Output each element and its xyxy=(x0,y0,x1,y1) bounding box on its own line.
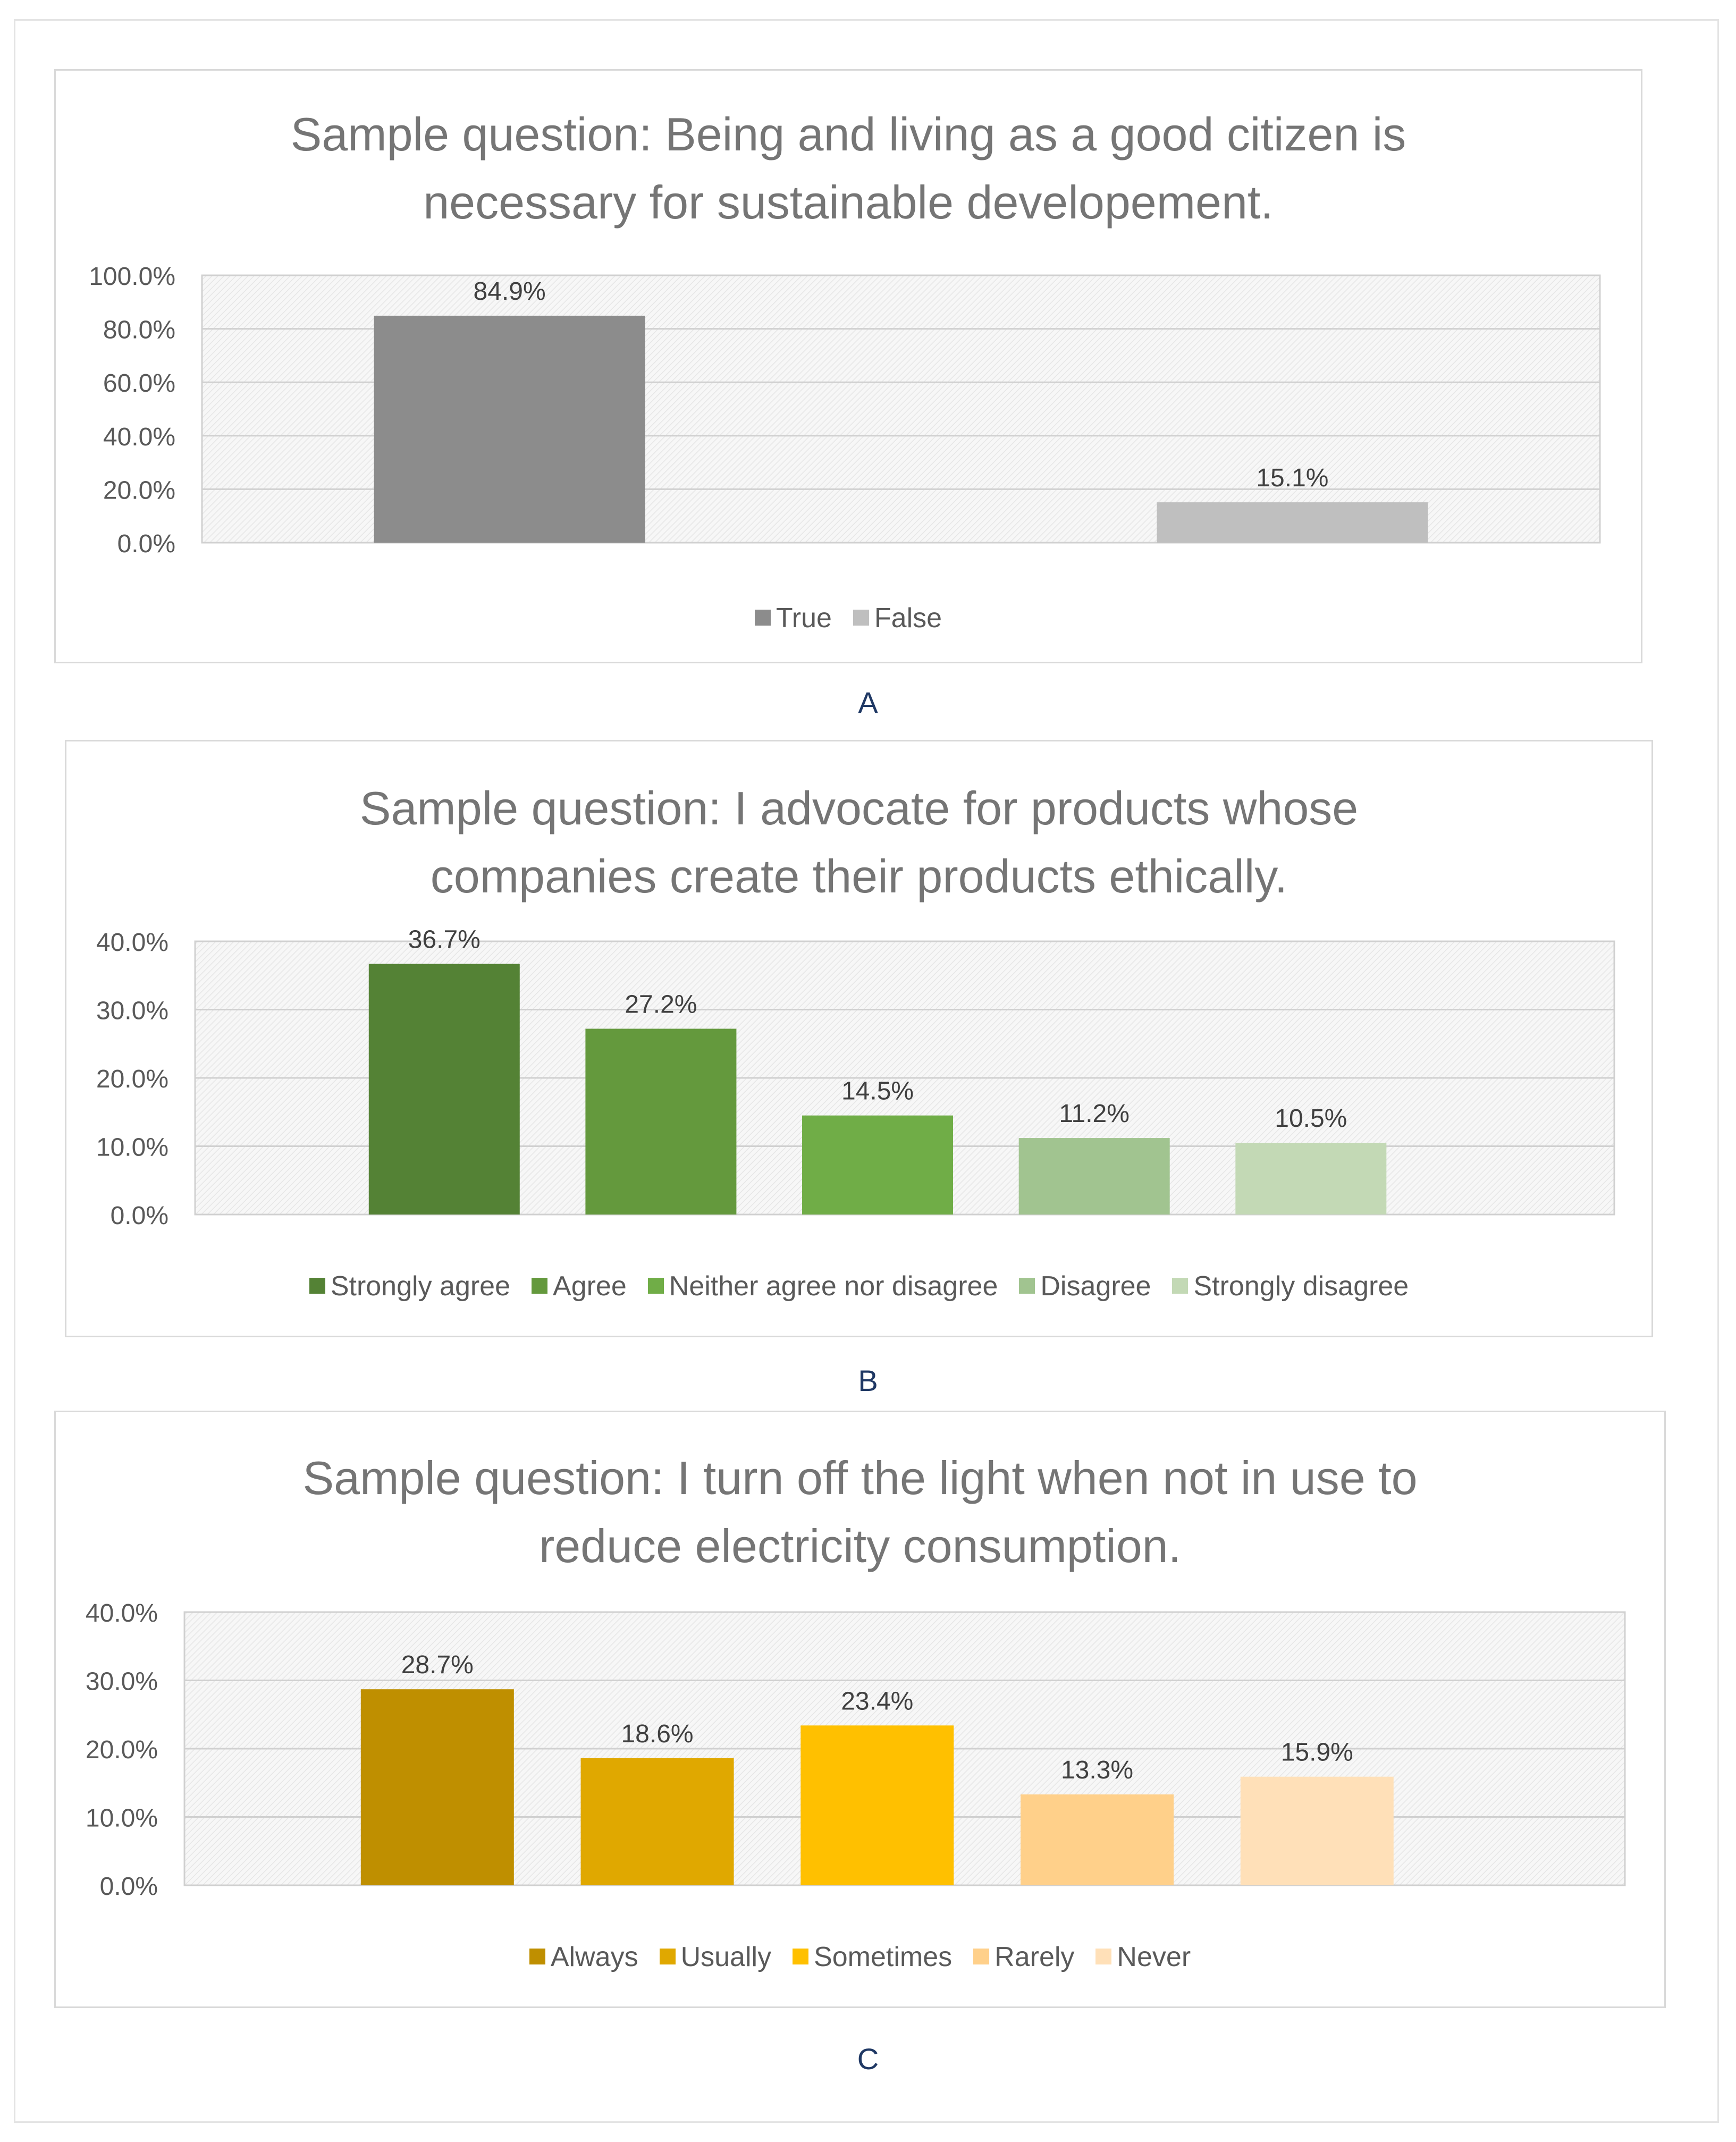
y-tick-label-c: 10.0% xyxy=(86,1804,158,1833)
chart-title-a-line-2: necessary for sustainable developement. xyxy=(423,176,1274,229)
y-tick-label-a: 60.0% xyxy=(103,369,175,398)
legend-item-c: Sometimes xyxy=(793,1941,952,1973)
legend-item-a: True xyxy=(754,602,832,634)
legend-label-c: Always xyxy=(550,1942,638,1972)
legend-item-b: Strongly disagree xyxy=(1172,1270,1409,1302)
legend-label-c: Sometimes xyxy=(814,1942,953,1972)
legend-label-b: Strongly disagree xyxy=(1193,1271,1409,1302)
bar-chart-c: 0.0% 10.0% 20.0% 30.0% 40.0% 28.7% 18.6% 23.4% 1… xyxy=(86,1599,1626,1901)
data-label-c: 13.3% xyxy=(1061,1756,1133,1784)
legend-item-b: Disagree xyxy=(1019,1270,1151,1302)
y-tick-label-c: 0.0% xyxy=(100,1873,158,1901)
legend-item-b: Agree xyxy=(532,1270,627,1302)
bar-a-false xyxy=(1157,502,1428,543)
panel-label-a: A xyxy=(858,686,878,719)
chart-title-a-line-1: Sample question: Being and living as a g… xyxy=(290,108,1406,161)
y-tick-label-b: 10.0% xyxy=(96,1134,168,1162)
data-label-b: 10.5% xyxy=(1275,1104,1347,1133)
data-label-c: 15.9% xyxy=(1281,1739,1353,1767)
legend-item-c: Never xyxy=(1095,1941,1191,1973)
figure-frame xyxy=(14,19,1719,2123)
bar-b-disagree xyxy=(1018,1138,1170,1215)
bar-b-strongly-disagree xyxy=(1235,1143,1387,1215)
legend-label-a: True xyxy=(776,603,832,634)
legend-item-c: Usually xyxy=(659,1941,772,1973)
data-label-c: 28.7% xyxy=(401,1651,474,1679)
data-label-b: 11.2% xyxy=(1059,1100,1130,1128)
chart-title-c: Sample question: I turn off the light wh… xyxy=(56,1444,1664,1580)
y-tick-label-c: 40.0% xyxy=(86,1599,158,1627)
bar-b-strongly-agree xyxy=(368,964,520,1215)
legend-swatch-b xyxy=(647,1278,664,1294)
legend-label-c: Rarely xyxy=(995,1942,1075,1972)
bar-c-sometimes xyxy=(800,1725,954,1885)
legend-swatch-c xyxy=(793,1949,809,1965)
legend-b: Strongly agree Agree Neither agree nor dis… xyxy=(66,1270,1651,1302)
legend-label-b: Disagree xyxy=(1040,1271,1151,1302)
legend-swatch-c xyxy=(659,1949,676,1965)
legend-swatch-c xyxy=(529,1949,545,1965)
chart-panel-b: Sample question: I advocate for products… xyxy=(65,740,1653,1337)
y-tick-label-b: 30.0% xyxy=(96,997,168,1025)
legend-swatch-b xyxy=(309,1278,325,1294)
y-tick-label-a: 40.0% xyxy=(103,423,175,451)
legend-item-a: False xyxy=(853,602,942,634)
legend-item-b: Strongly agree xyxy=(309,1270,510,1302)
bar-b-neither-agree-nor-disagree xyxy=(802,1115,954,1215)
bar-c-always xyxy=(360,1689,514,1885)
bar-chart-b: 0.0% 10.0% 20.0% 30.0% 40.0% 36.7% 27.2% 14.5% 1… xyxy=(96,925,1615,1230)
data-label-a: 84.9% xyxy=(474,277,546,306)
legend-item-c: Always xyxy=(529,1941,638,1973)
legend-c: Always Usually Sometimes Rarely Never xyxy=(56,1941,1664,1973)
data-label-c: 23.4% xyxy=(841,1687,913,1715)
legend-item-c: Rarely xyxy=(973,1941,1074,1973)
legend-label-b: Neither agree nor disagree xyxy=(669,1271,998,1302)
y-tick-label-a: 0.0% xyxy=(117,530,175,558)
chart-title-b-line-2: companies create their products ethicall… xyxy=(430,850,1288,903)
bar-c-rarely xyxy=(1021,1794,1174,1885)
bar-b-agree xyxy=(585,1028,737,1215)
y-tick-label-b: 20.0% xyxy=(96,1065,168,1093)
legend-swatch-b xyxy=(532,1278,548,1294)
y-tick-label-a: 80.0% xyxy=(103,316,175,344)
legend-item-b: Neither agree nor disagree xyxy=(647,1270,998,1302)
legend-swatch-a xyxy=(853,610,869,626)
data-label-b: 27.2% xyxy=(625,990,697,1018)
chart-title-b-line-1: Sample question: I advocate for products… xyxy=(359,782,1359,834)
legend-swatch-c xyxy=(973,1949,990,1965)
data-label-c: 18.6% xyxy=(621,1720,693,1748)
panel-label-c: C xyxy=(857,2042,879,2076)
chart-title-a: Sample question: Being and living as a g… xyxy=(56,100,1641,237)
chart-title-b: Sample question: I advocate for products… xyxy=(66,774,1651,910)
legend-label-a: False xyxy=(874,603,942,634)
y-tick-label-c: 20.0% xyxy=(86,1736,158,1764)
chart-panel-c: Sample question: I turn off the light wh… xyxy=(54,1411,1666,2008)
bar-c-never xyxy=(1240,1776,1394,1885)
legend-label-c: Never xyxy=(1117,1942,1191,1972)
bar-a-true xyxy=(374,315,645,543)
data-label-b: 14.5% xyxy=(841,1077,914,1106)
y-tick-label-c: 30.0% xyxy=(86,1668,158,1696)
panel-label-b: B xyxy=(858,1364,878,1397)
legend-label-b: Strongly agree xyxy=(330,1271,511,1302)
bar-chart-a: 0.0% 20.0% 40.0% 60.0% 80.0% 100.0% 84.9% 15.1% xyxy=(89,263,1601,558)
data-label-b: 36.7% xyxy=(408,925,481,954)
legend-swatch-b xyxy=(1172,1278,1189,1294)
bar-c-usually xyxy=(580,1758,734,1885)
y-tick-label-b: 0.0% xyxy=(111,1202,168,1230)
legend-swatch-a xyxy=(754,610,771,626)
chart-title-c-line-1: Sample question: I turn off the light wh… xyxy=(302,1452,1418,1504)
y-tick-label-a: 100.0% xyxy=(89,263,175,291)
chart-panel-a: Sample question: Being and living as a g… xyxy=(54,69,1642,663)
data-label-a: 15.1% xyxy=(1256,464,1328,492)
y-tick-label-b: 40.0% xyxy=(96,929,168,957)
chart-title-c-line-2: reduce electricity consumption. xyxy=(538,1520,1182,1572)
legend-label-c: Usually xyxy=(680,1942,772,1972)
legend-a: True False xyxy=(56,602,1641,634)
legend-label-b: Agree xyxy=(553,1271,627,1302)
legend-swatch-b xyxy=(1019,1278,1035,1294)
y-tick-label-a: 20.0% xyxy=(103,476,175,504)
legend-swatch-c xyxy=(1095,1949,1112,1965)
